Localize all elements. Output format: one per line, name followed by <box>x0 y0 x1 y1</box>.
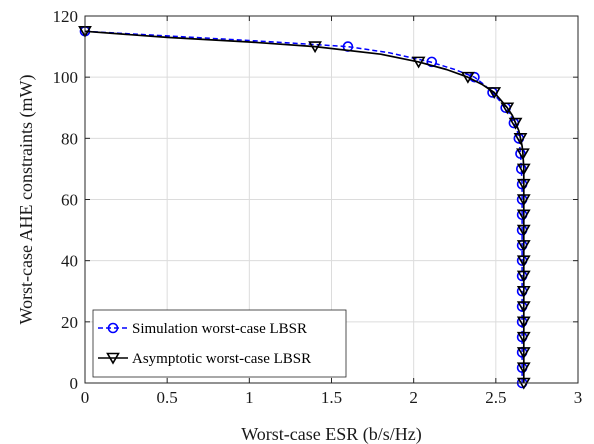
data-point-asymptotic <box>461 71 475 84</box>
x-axis-label: Worst-case ESR (b/s/Hz) <box>241 424 422 444</box>
y-tick-label: 40 <box>61 252 78 271</box>
x-tick-label: 2 <box>409 388 418 407</box>
data-point-asymptotic <box>516 240 531 252</box>
data-point-asymptotic <box>513 133 528 145</box>
y-tick-label: 120 <box>53 7 79 26</box>
data-point-asymptotic <box>516 224 531 237</box>
legend-label-asymptotic: Asymptotic worst-case LBSR <box>132 351 311 367</box>
legend-marker-simulation <box>107 322 119 334</box>
data-point-asymptotic <box>516 148 530 161</box>
x-tick-label: 2.5 <box>485 388 506 407</box>
axis-ticks: 0 0.5 1 1.5 2 2.5 3 0 20 40 60 80 100 120 <box>53 7 583 407</box>
data-point-asymptotic <box>516 270 531 283</box>
data-point-asymptotic <box>487 87 502 100</box>
data-point-asymptotic <box>516 285 531 298</box>
data-point-asymptotic <box>516 301 531 314</box>
data-point-asymptotic <box>411 56 426 69</box>
data-point-simulation <box>426 56 438 68</box>
data-point-asymptotic <box>516 362 531 375</box>
series-line-asymptotic <box>84 30 525 383</box>
y-tick-label: 100 <box>53 68 79 87</box>
x-tick-label: 0.5 <box>157 388 178 407</box>
legend: Simulation worst-case LBSR Asymptotic wo… <box>92 309 347 378</box>
data-point-asymptotic <box>516 255 531 268</box>
data-point-asymptotic <box>516 347 531 360</box>
y-tick-label: 80 <box>61 129 78 148</box>
data-point-asymptotic <box>516 331 531 344</box>
legend-label-simulation: Simulation worst-case LBSR <box>132 321 307 337</box>
data-point-asymptotic <box>516 316 531 329</box>
data-point-asymptotic <box>516 209 531 222</box>
legend-marker-asymptotic <box>106 352 120 365</box>
data-point-asymptotic <box>516 178 531 191</box>
x-tick-label: 0 <box>81 388 90 407</box>
x-tick-label: 3 <box>574 388 583 407</box>
y-axis-label: Worst-case AHE constraints (mW) <box>16 75 37 325</box>
data-point-asymptotic <box>500 102 515 115</box>
series-layer <box>78 25 531 390</box>
x-tick-label: 1.5 <box>321 388 342 407</box>
data-point-asymptotic <box>516 194 531 207</box>
data-point-asymptotic <box>508 117 523 130</box>
data-point-asymptotic <box>308 41 322 54</box>
y-tick-label: 60 <box>61 191 78 210</box>
data-point-asymptotic <box>516 163 531 176</box>
y-tick-label: 20 <box>61 313 78 332</box>
legend-box <box>92 309 347 378</box>
x-tick-label: 1 <box>245 388 254 407</box>
y-tick-label: 0 <box>70 374 79 393</box>
